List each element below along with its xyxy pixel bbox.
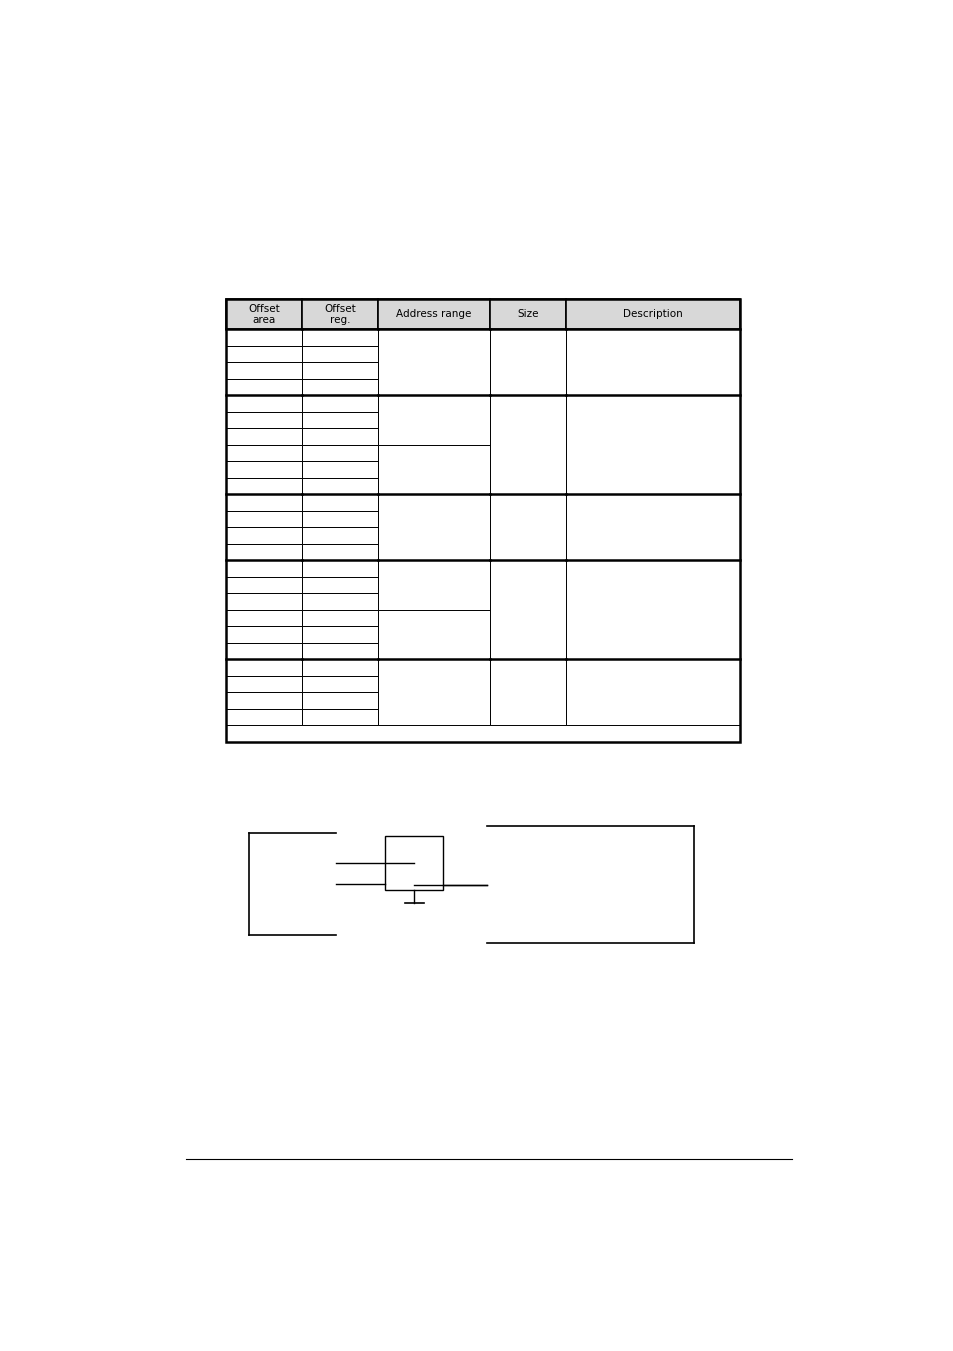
- Bar: [302, 412, 377, 428]
- Bar: [377, 396, 490, 444]
- Bar: [302, 346, 377, 362]
- Bar: [302, 561, 377, 577]
- Bar: [226, 511, 302, 527]
- Bar: [565, 396, 740, 494]
- Bar: [226, 708, 302, 725]
- Bar: [226, 428, 302, 444]
- Bar: [377, 330, 490, 396]
- Bar: [377, 494, 490, 561]
- Bar: [226, 577, 302, 593]
- Bar: [226, 461, 302, 478]
- Bar: [226, 412, 302, 428]
- Bar: [302, 330, 377, 346]
- Bar: [302, 300, 377, 330]
- Bar: [302, 494, 377, 511]
- Text: Description: Description: [622, 309, 682, 319]
- Bar: [302, 626, 377, 643]
- Bar: [302, 362, 377, 378]
- Bar: [226, 561, 302, 577]
- Bar: [377, 300, 490, 330]
- Bar: [226, 626, 302, 643]
- Bar: [385, 836, 442, 890]
- Bar: [226, 346, 302, 362]
- Bar: [226, 444, 302, 461]
- Bar: [377, 444, 490, 494]
- Bar: [226, 643, 302, 659]
- Bar: [490, 330, 565, 396]
- Bar: [490, 396, 565, 494]
- Bar: [302, 593, 377, 609]
- Bar: [565, 494, 740, 561]
- Bar: [226, 527, 302, 543]
- Bar: [226, 692, 302, 708]
- Bar: [302, 461, 377, 478]
- Bar: [302, 396, 377, 412]
- Bar: [226, 494, 302, 511]
- Bar: [302, 577, 377, 593]
- Bar: [226, 478, 302, 494]
- Text: Offset
area: Offset area: [248, 304, 280, 326]
- Bar: [565, 300, 740, 330]
- Bar: [226, 676, 302, 692]
- Bar: [490, 561, 565, 659]
- Bar: [302, 708, 377, 725]
- Bar: [226, 543, 302, 561]
- Bar: [226, 659, 302, 676]
- Text: Offset
reg.: Offset reg.: [324, 304, 355, 326]
- Bar: [302, 692, 377, 708]
- Bar: [302, 659, 377, 676]
- Bar: [490, 494, 565, 561]
- Bar: [302, 527, 377, 543]
- Bar: [226, 378, 302, 396]
- Bar: [302, 478, 377, 494]
- Bar: [226, 362, 302, 378]
- Bar: [565, 330, 740, 396]
- Bar: [377, 659, 490, 725]
- Bar: [377, 609, 490, 659]
- Bar: [226, 609, 302, 626]
- Bar: [226, 593, 302, 609]
- Bar: [302, 609, 377, 626]
- Bar: [302, 428, 377, 444]
- Bar: [226, 330, 302, 346]
- Text: Size: Size: [517, 309, 538, 319]
- Bar: [302, 378, 377, 396]
- Bar: [565, 659, 740, 725]
- Bar: [302, 511, 377, 527]
- Bar: [302, 676, 377, 692]
- Bar: [226, 396, 302, 412]
- Bar: [226, 300, 740, 742]
- Text: Address range: Address range: [395, 309, 471, 319]
- Bar: [490, 659, 565, 725]
- Bar: [226, 300, 302, 330]
- Bar: [490, 300, 565, 330]
- Bar: [302, 444, 377, 461]
- Bar: [302, 643, 377, 659]
- Bar: [302, 543, 377, 561]
- Bar: [377, 561, 490, 609]
- Bar: [565, 561, 740, 659]
